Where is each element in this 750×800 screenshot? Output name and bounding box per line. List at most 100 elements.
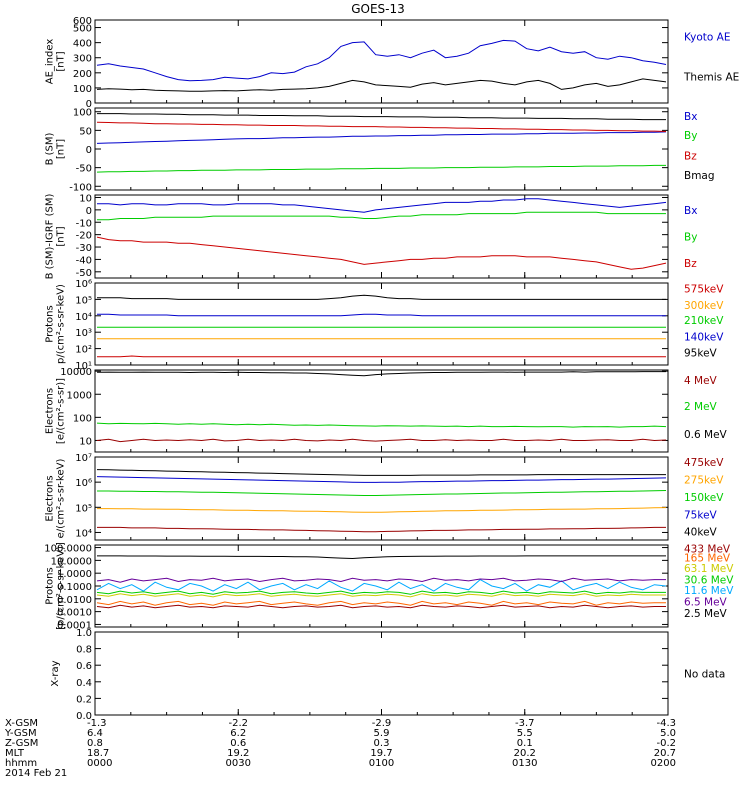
y-tick-label: -100	[69, 182, 92, 193]
y-axis-label: Electrons	[45, 388, 56, 434]
legend-entry: 4 MeV	[684, 375, 718, 387]
legend-entry: 575keV	[684, 284, 724, 296]
y-tick-label: 0	[86, 99, 92, 110]
legend-entry: 40keV	[684, 527, 718, 539]
series-line-30.6-mev	[96, 590, 666, 595]
y-tick-label: 0.6	[76, 661, 92, 672]
footer-value: -4.3	[656, 718, 676, 729]
y-tick-label: -50	[76, 268, 92, 279]
legend-entry: 63.1 MeV	[684, 563, 734, 575]
legend-entry: 95keV	[684, 348, 718, 360]
y-tick-label: 10⁵	[75, 295, 92, 306]
legend-entry: 275keV	[684, 474, 724, 486]
y-tick-label: -30	[76, 243, 92, 254]
y-tick-label: 10⁶	[75, 279, 92, 290]
series-line-bx	[96, 131, 667, 144]
footer-value: 0100	[369, 758, 394, 769]
series-line-275kev	[97, 507, 667, 513]
y-tick-label: 10	[79, 193, 92, 204]
y-axis-label: p/(cm²-s-sr-keV)	[56, 284, 67, 364]
y-axis-label: Protons	[45, 567, 56, 604]
y-tick-label: 10³	[75, 328, 92, 339]
series-line-by	[96, 164, 666, 173]
panel-4: 10 100 1000 10000 Electrons [e/(cm²-s-sr)] 4 M…	[45, 367, 728, 453]
y-tick-label: 500	[73, 24, 92, 35]
y-tick-label: 0.0001	[57, 620, 92, 631]
y-tick-label: 50	[79, 126, 92, 137]
legend-entry: Kyoto AE	[684, 32, 730, 44]
legend-entry: 11.6 MeV	[684, 585, 734, 597]
series-line-0.6-mev	[96, 371, 666, 377]
legend-entry: Bz	[684, 151, 697, 163]
series-line-63.1-mev	[96, 593, 666, 598]
legend-entry: 2.5 MeV	[684, 608, 728, 620]
legend-entry: Bx	[684, 205, 697, 217]
footer-value: 19.2	[227, 748, 249, 759]
series-line-4-mev	[96, 438, 667, 443]
y-tick-label: 100	[73, 84, 92, 95]
footer-row-label: Y-GSM	[4, 728, 37, 739]
series-line-475kev	[97, 526, 666, 533]
panel-7: 0.0 0.2 0.4 0.6 0.8 1.0 X-ray No data	[50, 628, 725, 722]
footer-value: -2.2	[228, 718, 248, 729]
y-tick-label: -10	[76, 218, 92, 229]
y-tick-label: 10⁵	[75, 503, 92, 514]
y-tick-label: 0.8	[76, 645, 92, 656]
y-tick-label: 10²	[75, 345, 92, 356]
y-axis-label: B (SM)-IGRF (SM)	[45, 194, 56, 280]
panel-frame	[94, 107, 669, 191]
y-tick-label: -40	[76, 255, 92, 266]
y-tick-label: 1.0000	[57, 569, 92, 580]
y-axis-label: e/(cm²-s-sr-keV)	[56, 459, 67, 539]
legend-entry: By	[684, 232, 697, 244]
series-line-themis-ae	[96, 78, 667, 92]
footer-value: 0030	[226, 758, 251, 769]
y-axis-label: AE_index	[45, 39, 56, 85]
series-line-kyoto-ae	[96, 39, 667, 82]
no-data-note: No data	[684, 669, 725, 681]
series-line-6.5-mev	[96, 577, 666, 583]
legend-entry: Bx	[684, 111, 697, 123]
footer-row-label: hhmm	[5, 758, 37, 769]
y-axis-label: [nT]	[56, 226, 67, 246]
y-tick-label: -20	[76, 231, 92, 242]
y-tick-label: -50	[76, 164, 92, 175]
series-line-2.5-mev	[97, 555, 666, 560]
legend-entry: 2 MeV	[684, 401, 718, 413]
footer-row-label: MLT	[5, 748, 25, 759]
series-line-75kev	[96, 476, 667, 483]
footer-value: 0130	[512, 758, 537, 769]
footer-value: 20.2	[514, 748, 536, 759]
panel-5: 10⁴ 10⁵ 10⁶ 10⁷ Electrons e/(cm²-s-sr-keV) 475…	[45, 453, 724, 541]
y-tick-label: 0.4	[76, 678, 92, 689]
series-line-bz	[96, 121, 667, 132]
footer-value: -0.2	[656, 738, 676, 749]
footer-date: 2014 Feb 21	[5, 768, 67, 779]
legend-entry: 0.6 MeV	[684, 429, 728, 441]
legend-entry: 300keV	[684, 300, 724, 312]
y-tick-label: 1.0	[76, 628, 92, 639]
y-tick-label: 200	[73, 69, 92, 80]
legend-entry: 75keV	[684, 509, 718, 521]
y-tick-label: 100	[73, 108, 92, 119]
series-line-140kev	[97, 313, 666, 317]
y-tick-label: 600	[73, 16, 92, 27]
series-line-2-mev	[96, 422, 667, 428]
footer-value: 0.1	[517, 738, 533, 749]
legend-entry: By	[684, 130, 697, 142]
y-tick-label: 100	[73, 413, 92, 424]
series-line-40kev	[96, 469, 666, 476]
series-line-bmag	[97, 113, 666, 121]
y-axis-label: Electrons	[45, 475, 56, 521]
y-axis-label: X-ray	[50, 660, 61, 686]
panel-frame	[94, 631, 669, 716]
series-line-by	[97, 211, 666, 221]
y-tick-label: 300	[73, 54, 92, 65]
plot-title: GOES-13	[351, 2, 405, 16]
series-line-433-mev	[96, 604, 666, 609]
legend-entry: 30.6 MeV	[684, 574, 734, 586]
y-tick-label: 0.0010	[57, 608, 92, 619]
legend-entry: 433 MeV	[684, 543, 731, 555]
